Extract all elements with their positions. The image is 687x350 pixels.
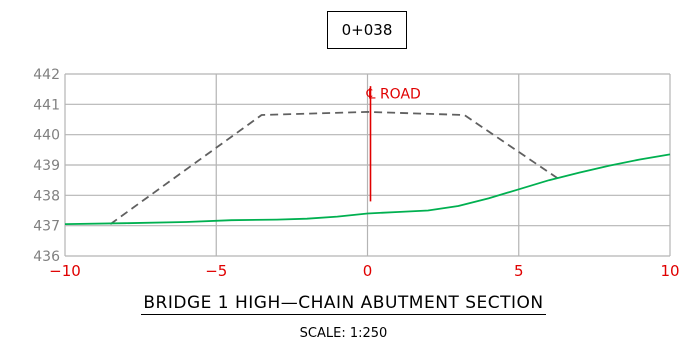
station-label: 0+038 — [341, 21, 393, 39]
y-tick-label: 437 — [33, 219, 60, 235]
x-tick-label: 5 — [514, 262, 524, 280]
x-tick-label: 0 — [363, 262, 373, 280]
y-tick-label: 439 — [33, 158, 60, 174]
chart-title: BRIDGE 1 HIGH—CHAIN ABUTMENT SECTION — [0, 293, 687, 315]
ground-profile-line — [64, 153, 671, 225]
design-section-line — [109, 111, 559, 225]
chart-title-text: BRIDGE 1 HIGH—CHAIN ABUTMENT SECTION — [141, 293, 546, 315]
y-tick-label: 438 — [33, 188, 60, 204]
centerline-label: ℄ ROAD — [366, 87, 421, 103]
y-tick-label: 442 — [33, 67, 60, 83]
station-label-box: 0+038 — [327, 11, 407, 49]
x-tick-label: 10 — [660, 262, 679, 280]
y-tick-label: 441 — [33, 97, 60, 113]
y-tick-label: 436 — [33, 249, 60, 265]
x-tick-label: −5 — [205, 262, 227, 280]
x-tick-label: −10 — [49, 262, 81, 280]
chart-subtitle: SCALE: 1:250 — [299, 326, 388, 341]
y-tick-label: 440 — [33, 128, 60, 144]
